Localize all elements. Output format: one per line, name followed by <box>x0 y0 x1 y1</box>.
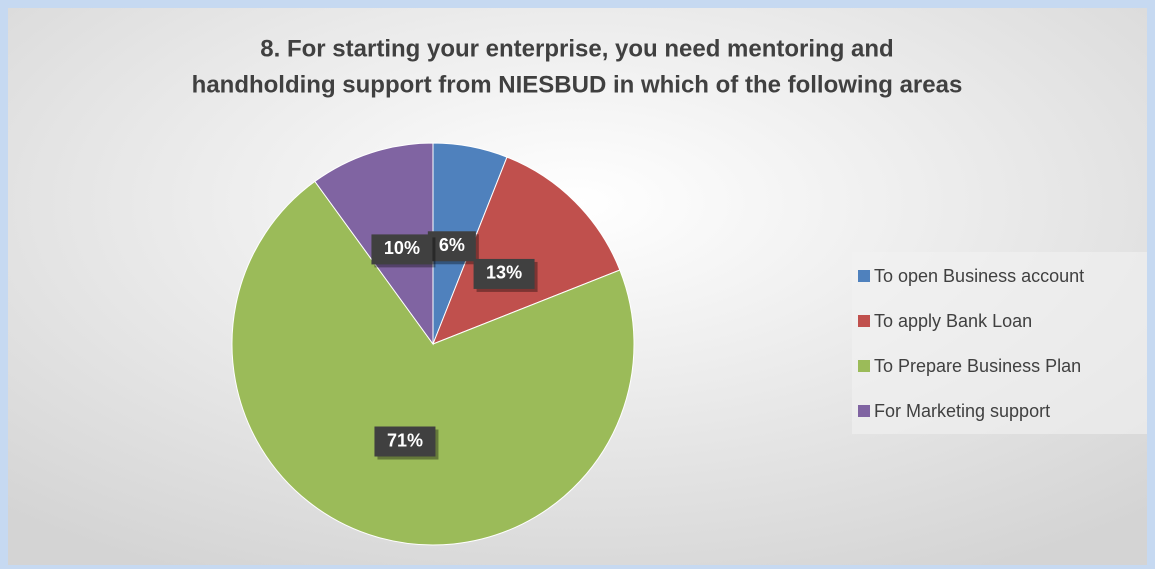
data-label: 10% <box>384 238 420 258</box>
data-label-box <box>473 258 535 289</box>
legend-swatch <box>858 315 870 327</box>
data-label-box <box>371 234 433 265</box>
legend-label: To Prepare Business Plan <box>874 356 1081 376</box>
chart-title: handholding support from NIESBUD in whic… <box>192 71 963 98</box>
legend-box <box>852 252 1147 434</box>
legend-label: To apply Bank Loan <box>874 311 1032 331</box>
legend-swatch <box>858 405 870 417</box>
data-label-box <box>427 231 476 262</box>
legend-swatch <box>858 360 870 372</box>
pie-slice <box>432 156 621 345</box>
pie-slice <box>231 180 635 546</box>
data-label-box <box>374 426 436 457</box>
data-label: 13% <box>486 263 522 283</box>
data-label: 71% <box>387 430 423 450</box>
legend-swatch <box>858 270 870 282</box>
legend-label: To open Business account <box>874 266 1084 286</box>
chart-title: 8. For starting your enterprise, you nee… <box>260 35 893 62</box>
data-label: 6% <box>439 235 465 255</box>
legend-label: For Marketing support <box>874 401 1050 421</box>
